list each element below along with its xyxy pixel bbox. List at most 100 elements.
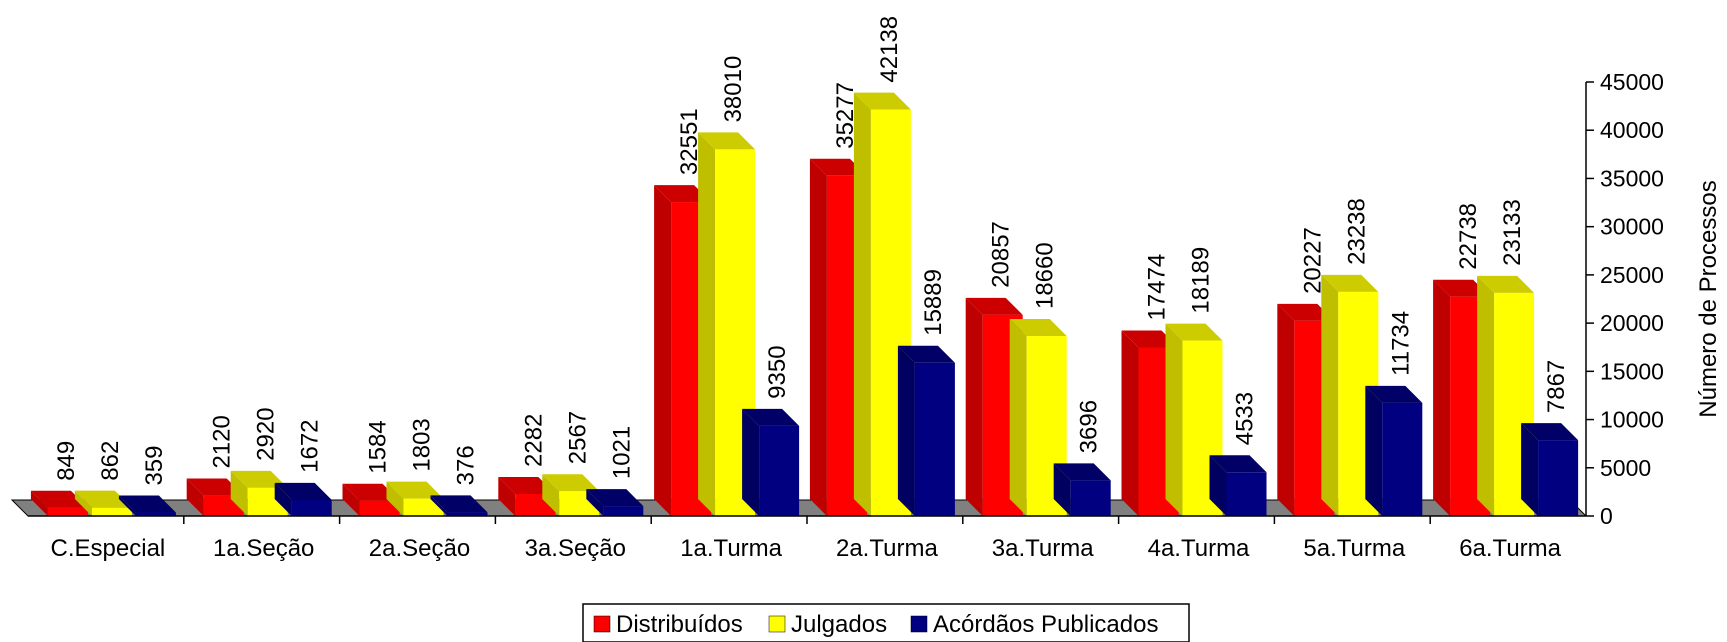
bar-side — [809, 158, 827, 516]
bar-top — [809, 158, 867, 176]
value-label: 32551 — [676, 108, 703, 175]
bar-front — [403, 498, 444, 516]
bar-side — [430, 495, 448, 516]
category-label: 6a.Turma — [1459, 535, 1561, 562]
value-label: 359 — [141, 445, 168, 485]
bar-side — [742, 408, 760, 516]
value-label: 849 — [53, 441, 80, 481]
value-label: 1803 — [409, 418, 436, 471]
bar — [342, 483, 400, 516]
bar-top — [1433, 279, 1491, 297]
bar-side — [1053, 463, 1071, 516]
value-label: 38010 — [720, 56, 747, 123]
bar-side — [542, 474, 560, 516]
value-label: 18660 — [1032, 242, 1059, 309]
value-label: 20227 — [1299, 227, 1326, 294]
bar-top — [698, 132, 756, 150]
value-label: 15889 — [920, 269, 947, 336]
bar-front — [135, 512, 176, 516]
bar-side — [186, 478, 204, 516]
bar-top — [430, 495, 488, 513]
bar-front — [1226, 472, 1267, 516]
bar-front — [447, 512, 488, 516]
value-label: 35277 — [832, 82, 859, 149]
value-label: 17474 — [1144, 254, 1171, 321]
bar-top — [342, 483, 400, 501]
bar-top — [1121, 330, 1179, 348]
bar-front — [603, 506, 644, 516]
bar-side — [1277, 303, 1295, 516]
bar-side — [74, 490, 92, 516]
bar-front — [359, 500, 400, 516]
value-label: 20857 — [988, 221, 1015, 288]
bar-side — [498, 476, 516, 516]
bar-side — [1365, 385, 1383, 516]
y-axis-title: Número de Processos — [1695, 180, 1722, 417]
bar-side — [342, 483, 360, 516]
legend-swatch — [768, 615, 786, 633]
bar — [586, 489, 644, 516]
bar-front — [1382, 402, 1423, 516]
bar-side — [1009, 319, 1027, 516]
category-label: 4a.Turma — [1148, 535, 1250, 562]
bar-side — [274, 482, 292, 516]
bar-top — [30, 490, 88, 508]
bar-side — [1321, 274, 1339, 516]
value-label: 18189 — [1188, 247, 1215, 314]
bar-front — [914, 362, 955, 516]
y-tick-label: 45000 — [1600, 69, 1664, 95]
value-label: 4533 — [1232, 392, 1259, 445]
bar-side — [586, 489, 604, 516]
y-tick-label: 0 — [1600, 503, 1613, 529]
legend-item: Julgados — [768, 611, 887, 638]
bar-top — [897, 345, 955, 363]
value-label: 22738 — [1455, 203, 1482, 270]
value-label: 11734 — [1387, 311, 1414, 376]
bar-side — [1477, 275, 1495, 516]
category-label: 2a.Seção — [369, 535, 470, 562]
bar-front — [291, 499, 332, 516]
bar-side — [1121, 330, 1139, 516]
bar-top — [274, 482, 332, 500]
legend-item: Acórdãos Publicados — [910, 611, 1158, 638]
category-label: 1a.Turma — [680, 535, 782, 562]
y-tick-label: 25000 — [1600, 262, 1664, 288]
value-labels: 849 862 359 2120 2920 1672 1584 1803 376 2282 2567… — [53, 16, 1570, 486]
bar-front — [47, 507, 88, 516]
bar-top — [1277, 303, 1335, 321]
value-label: 2282 — [520, 414, 547, 467]
value-label: 376 — [453, 445, 480, 485]
bar-top — [230, 470, 288, 488]
bar-top — [1477, 275, 1535, 293]
bar-top — [965, 297, 1023, 315]
bar-side — [654, 185, 672, 516]
value-label: 2920 — [253, 407, 280, 460]
legend: Distribuídos Julgados Acórdãos Publicados — [582, 603, 1190, 642]
legend-swatch — [910, 615, 928, 633]
bar-top — [74, 490, 132, 508]
category-label: 1a.Seção — [213, 535, 314, 562]
bar-front — [759, 425, 800, 516]
legend-swatch — [593, 615, 611, 633]
value-label: 1584 — [365, 420, 392, 473]
bar-top — [1321, 274, 1379, 292]
bar-side — [1433, 279, 1451, 516]
bar-top — [186, 478, 244, 496]
bars — [30, 92, 1579, 516]
value-label: 1672 — [297, 419, 324, 472]
bar-top — [742, 408, 800, 426]
bar-side — [386, 481, 404, 516]
bar-side — [853, 92, 871, 516]
bar-top — [542, 474, 600, 492]
bar-side — [965, 297, 983, 516]
bar-side — [1165, 323, 1183, 516]
value-label: 23238 — [1343, 198, 1370, 265]
bar-top — [586, 489, 644, 507]
value-label: 2567 — [564, 411, 591, 464]
bar-top — [1009, 319, 1067, 337]
bar — [742, 408, 800, 516]
bar-top — [654, 185, 712, 203]
bar-front — [1538, 440, 1579, 516]
bar-side — [1521, 423, 1539, 516]
